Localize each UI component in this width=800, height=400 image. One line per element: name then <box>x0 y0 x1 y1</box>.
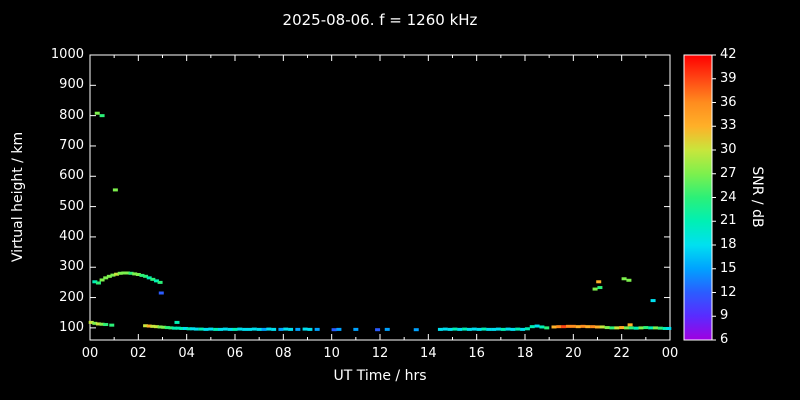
y-tick-label: 800 <box>59 107 84 123</box>
x-tick-label: 08 <box>275 346 292 361</box>
x-tick-label: 18 <box>516 346 534 361</box>
x-tick-label: 06 <box>226 346 244 361</box>
y-tick-label: 100 <box>59 319 84 335</box>
colorbar-tick-label: 21 <box>720 213 737 229</box>
x-axis-ticks <box>89 55 671 340</box>
colorbar-tick-label: 33 <box>720 118 737 134</box>
x-tick-label: 04 <box>178 346 195 361</box>
y-axis-ticks <box>90 54 670 329</box>
scatter-points <box>88 111 672 332</box>
colorbar-tick-label: 30 <box>720 142 737 157</box>
colorbar-tick-label: 42 <box>720 47 737 62</box>
y-tick-label: 900 <box>59 77 84 93</box>
x-tick-label: 00 <box>661 346 679 361</box>
colorbar-tick-label: 18 <box>720 237 737 252</box>
y-tick-label: 700 <box>59 137 84 153</box>
x-tick-label: 12 <box>371 346 389 361</box>
x-tick-label: 20 <box>565 346 582 361</box>
colorbar <box>683 54 716 341</box>
colorbar-tick-label: 15 <box>720 260 737 276</box>
x-tick-label: 10 <box>323 346 340 361</box>
colorbar-tick-label: 6 <box>720 332 729 347</box>
colorbar-tick-label: 12 <box>720 284 737 300</box>
x-tick-label: 02 <box>130 346 147 361</box>
y-tick-label: 200 <box>59 289 84 305</box>
y-tick-label: 1000 <box>50 47 84 62</box>
x-tick-label: 22 <box>613 346 630 361</box>
y-tick-label: 400 <box>59 228 84 244</box>
y-tick-label: 600 <box>59 168 84 184</box>
y-tick-label: 500 <box>59 198 84 214</box>
colorbar-tick-label: 36 <box>720 94 737 110</box>
x-tick-label: 00 <box>81 346 99 361</box>
plot-frame <box>89 54 671 341</box>
x-tick-label: 14 <box>420 346 437 361</box>
colorbar-tick-label: 9 <box>720 308 729 324</box>
colorbar-tick-label: 24 <box>720 189 737 205</box>
x-axis-label: UT Time / hrs <box>333 368 427 384</box>
chart-title: 2025-08-06. f = 1260 kHz <box>282 11 478 29</box>
colorbar-tick-label: 39 <box>720 70 737 86</box>
y-tick-label: 300 <box>59 259 84 275</box>
colorbar-tick-label: 27 <box>720 165 737 181</box>
x-tick-label: 16 <box>468 346 485 361</box>
